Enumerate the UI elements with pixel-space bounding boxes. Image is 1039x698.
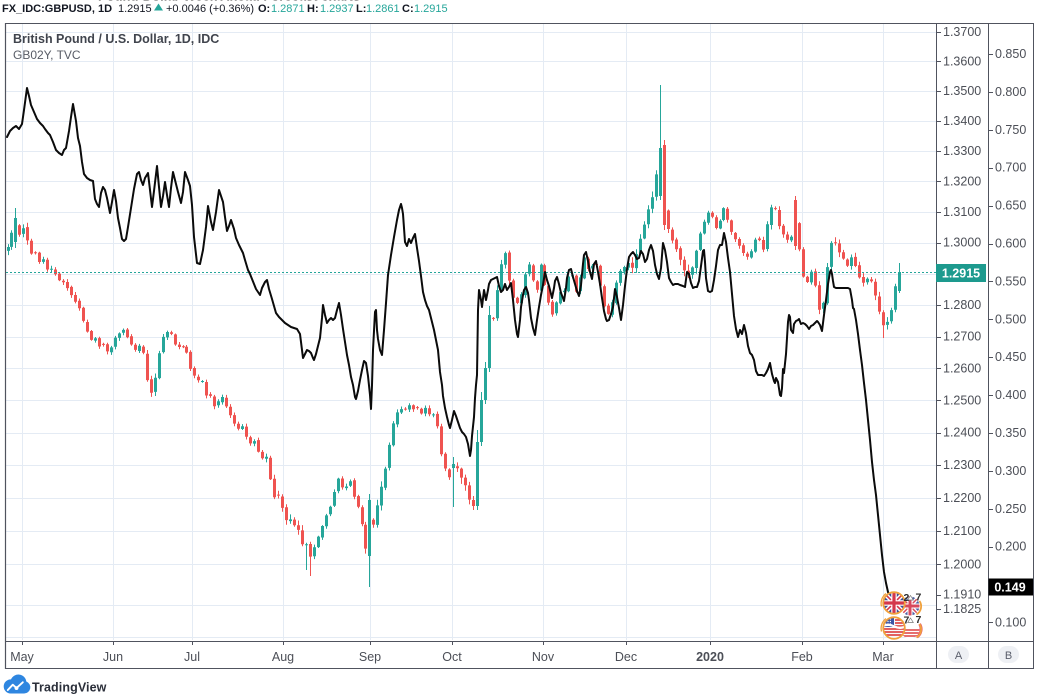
svg-text:Sep: Sep [359, 650, 381, 664]
svg-text:1.3200: 1.3200 [943, 174, 981, 188]
svg-text:1.3700: 1.3700 [943, 25, 981, 39]
svg-text:0.750: 0.750 [995, 123, 1026, 137]
svg-text:Jul: Jul [184, 650, 200, 664]
svg-text:C:: C: [402, 3, 414, 15]
svg-text:1.3600: 1.3600 [943, 54, 981, 68]
svg-text:0.600: 0.600 [995, 237, 1026, 251]
svg-text:1.2861: 1.2861 [366, 3, 400, 15]
svg-text:Feb: Feb [791, 650, 813, 664]
svg-text:2: 2 [904, 592, 910, 604]
svg-text:FX_IDC:GBPUSD, 1D: FX_IDC:GBPUSD, 1D [2, 3, 112, 15]
svg-text:0.400: 0.400 [995, 388, 1026, 402]
svg-text:1.2915: 1.2915 [118, 3, 152, 15]
svg-text:O:: O: [258, 3, 270, 15]
svg-text:1.2300: 1.2300 [943, 458, 981, 472]
svg-text:Nov: Nov [532, 650, 555, 664]
svg-text:1.2915: 1.2915 [942, 267, 980, 281]
svg-text:2020: 2020 [696, 650, 724, 664]
svg-text:1.2700: 1.2700 [943, 330, 981, 344]
svg-text:0.250: 0.250 [995, 502, 1026, 516]
svg-text:1.2800: 1.2800 [943, 298, 981, 312]
svg-text:1.2937: 1.2937 [320, 3, 354, 15]
svg-text:0.700: 0.700 [995, 161, 1026, 175]
svg-text:7: 7 [916, 614, 922, 626]
svg-text:TradingView: TradingView [32, 681, 107, 695]
svg-text:0.550: 0.550 [995, 274, 1026, 288]
svg-text:7: 7 [916, 592, 922, 604]
svg-text:May: May [10, 650, 34, 664]
svg-text:+0.0046 (+0.36%): +0.0046 (+0.36%) [166, 3, 254, 15]
svg-text:1.2200: 1.2200 [943, 491, 981, 505]
svg-text:1.3300: 1.3300 [943, 144, 981, 158]
svg-text:A: A [955, 650, 963, 662]
svg-text:B: B [1005, 650, 1012, 662]
svg-text:1.3400: 1.3400 [943, 114, 981, 128]
svg-text:1.3500: 1.3500 [943, 84, 981, 98]
svg-text:7: 7 [904, 615, 910, 627]
svg-text:British Pound / U.S. Dollar, 1: British Pound / U.S. Dollar, 1D, IDC [13, 32, 219, 46]
svg-text:0.200: 0.200 [995, 540, 1026, 554]
svg-text:Dec: Dec [615, 650, 637, 664]
svg-text:0.350: 0.350 [995, 426, 1026, 440]
svg-text:1.2600: 1.2600 [943, 361, 981, 375]
svg-text:0.100: 0.100 [995, 616, 1026, 630]
svg-text:1.1825: 1.1825 [943, 602, 981, 616]
svg-text:Oct: Oct [442, 650, 462, 664]
svg-text:1.2915: 1.2915 [414, 3, 448, 15]
svg-text:1.2871: 1.2871 [271, 3, 305, 15]
svg-text:L:: L: [356, 3, 366, 15]
svg-text:0.149: 0.149 [994, 581, 1025, 595]
svg-text:GB02Y, TVC: GB02Y, TVC [13, 48, 81, 62]
svg-text:1.3000: 1.3000 [943, 236, 981, 250]
svg-text:1.1910: 1.1910 [943, 588, 981, 602]
svg-text:Mar: Mar [872, 650, 894, 664]
svg-text:0.500: 0.500 [995, 312, 1026, 326]
svg-text:Aug: Aug [272, 650, 294, 664]
svg-text:0.450: 0.450 [995, 350, 1026, 364]
svg-text:1.2000: 1.2000 [943, 557, 981, 571]
svg-text:0.850: 0.850 [995, 47, 1026, 61]
svg-text:0.300: 0.300 [995, 464, 1026, 478]
svg-text:0.800: 0.800 [995, 85, 1026, 99]
svg-text:1.2500: 1.2500 [943, 393, 981, 407]
svg-text:1.2100: 1.2100 [943, 524, 981, 538]
svg-text:1.2400: 1.2400 [943, 426, 981, 440]
svg-text:H:: H: [307, 3, 319, 15]
svg-text:1.3100: 1.3100 [943, 205, 981, 219]
svg-text:0.650: 0.650 [995, 199, 1026, 213]
svg-text:Pound-Dollar Week Ahead Foreca: Pound-Dollar Week Ahead Forecast charts [98, 0, 360, 3]
svg-text:Jun: Jun [103, 650, 123, 664]
